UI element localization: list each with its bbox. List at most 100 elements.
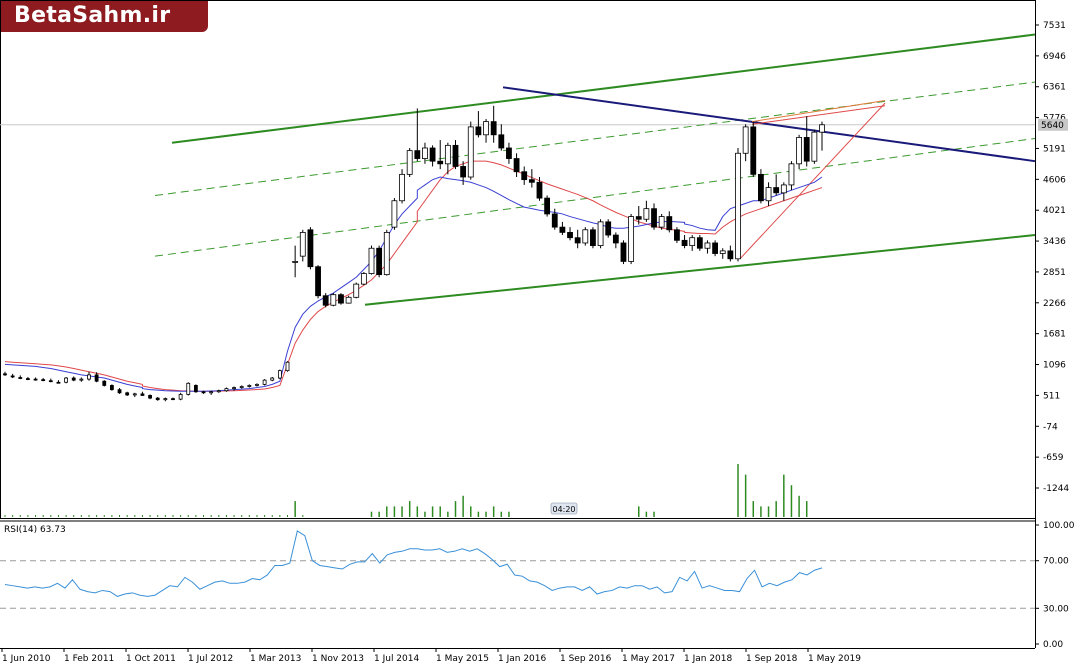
rsi-tick-label: 0.00 (1043, 640, 1063, 650)
candle-body (597, 221, 604, 247)
candle-body (299, 232, 306, 257)
candle-body (567, 232, 573, 239)
candle-body (658, 216, 665, 228)
candle-body (41, 379, 46, 382)
candle-body (26, 378, 30, 380)
candle-body (338, 294, 344, 304)
candle-body (620, 242, 627, 262)
candle-body (186, 382, 191, 395)
candle-body (315, 266, 321, 297)
candle-body (270, 377, 275, 381)
current-price-box (1038, 118, 1068, 131)
time-tick-label: 1 Nov 2013 (312, 654, 364, 664)
candle-body (109, 385, 114, 391)
price-tick-label: 5776 (1043, 114, 1066, 124)
time-tick-label: 1 Sep 2018 (746, 654, 798, 664)
candle-body (285, 361, 290, 372)
candle-body (171, 398, 175, 401)
candle-body (612, 234, 619, 244)
candle-body (102, 380, 107, 386)
time-tick-label: 1 May 2015 (436, 654, 489, 664)
fan-line-orange (751, 100, 886, 123)
time-tick-label: 1 Jan 2016 (498, 654, 546, 664)
time-tick-label: 1 Oct 2011 (126, 654, 176, 664)
candle-body (467, 126, 474, 178)
candle-body (376, 247, 383, 276)
candle-body (322, 295, 329, 306)
candle-body (666, 216, 673, 231)
rsi-panel: 100.00 70.00 30.00 0.00 RSI(14) 63.73 (0, 521, 1075, 650)
candle-body (125, 392, 130, 396)
rsi-label: RSI(14) 63.73 (4, 525, 66, 535)
candle-body (559, 226, 566, 233)
candle-body (255, 383, 259, 386)
candle-body (750, 126, 757, 175)
candle-body (368, 247, 375, 274)
candle-body (460, 166, 467, 178)
time-axis: 1 Jun 2010 1 Feb 2011 1 Oct 2011 1 Jul 2012… (1, 648, 861, 664)
moving-averages (4, 160, 823, 392)
candle-body (232, 387, 236, 389)
price-tick-label: -74 (1043, 422, 1058, 432)
candle-body (719, 250, 726, 254)
candle-body (780, 184, 787, 194)
candle-body (788, 163, 795, 186)
candle-body (18, 377, 23, 379)
candle-body (33, 378, 38, 381)
candle-body (635, 216, 642, 220)
candle-body (71, 377, 76, 381)
candle-body (79, 378, 84, 381)
rsi-tick-label: 70.00 (1043, 557, 1069, 567)
price-tick-label: 4021 (1043, 206, 1066, 216)
candle-body (360, 273, 367, 285)
time-tick-label: 1 Jul 2014 (374, 654, 419, 664)
rsi-tick-label: 30.00 (1043, 604, 1069, 614)
candle-body (452, 144, 459, 167)
candle-body (262, 379, 267, 385)
candle-body (399, 173, 405, 202)
candle-body (696, 237, 703, 249)
price-tick-label: 2266 (1043, 299, 1066, 309)
current-price-label: 5640 (1041, 121, 1064, 131)
candle-body (391, 200, 398, 228)
channel-upper-line (171, 33, 1036, 144)
time-tick-label: 1 May 2019 (808, 654, 861, 664)
resistance-line (502, 86, 1036, 163)
price-tick-label: 7531 (1043, 21, 1066, 31)
candle-body (155, 397, 160, 401)
time-tick-label: 1 Jan 2018 (684, 654, 732, 664)
candle-body (704, 242, 711, 249)
candle-body (406, 150, 413, 175)
time-marker-label: 04:20 (552, 505, 575, 514)
candle-body (758, 173, 764, 202)
candle-body (773, 187, 780, 194)
time-tick-label: 1 Jul 2012 (188, 654, 233, 664)
fan-line-red (751, 105, 886, 125)
candle-body (10, 375, 15, 378)
candle-body (498, 134, 505, 149)
candle-body (345, 296, 352, 304)
price-axis: 7531 6946 6361 5776 5191 4606 4021 3436 2851 2266… (1035, 21, 1069, 494)
candle-body (178, 393, 183, 400)
candle-body (3, 373, 7, 376)
rsi-tick-label: 100.00 (1043, 521, 1075, 531)
candle-body (163, 398, 168, 401)
candle-body (681, 239, 688, 247)
candle-body (674, 229, 680, 241)
chart-frame (0, 0, 1036, 649)
rsi-line (4, 530, 823, 597)
candles (3, 105, 825, 402)
candle-body (247, 385, 252, 387)
candle-body (651, 208, 657, 228)
main-plot-border (0, 0, 1036, 519)
candle-body (628, 216, 635, 262)
candle-body (574, 237, 581, 244)
candle-body (490, 121, 497, 136)
candle-body (117, 389, 122, 394)
candle-body (216, 390, 221, 393)
candle-body (201, 391, 206, 394)
time-marker-box (550, 502, 578, 515)
price-tick-label: 3436 (1043, 237, 1066, 247)
candle-body (803, 137, 810, 162)
